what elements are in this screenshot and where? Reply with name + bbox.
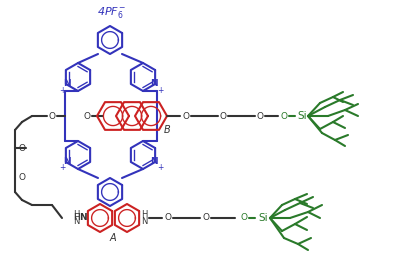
Text: N: N bbox=[63, 156, 71, 166]
Text: 4PF$_6^-$: 4PF$_6^-$ bbox=[97, 4, 127, 19]
Text: O: O bbox=[18, 143, 26, 153]
Text: O: O bbox=[84, 112, 90, 120]
Text: +: + bbox=[59, 85, 65, 95]
Text: O: O bbox=[256, 112, 264, 120]
Text: A: A bbox=[110, 233, 116, 243]
Text: +: + bbox=[157, 163, 163, 172]
Text: O: O bbox=[240, 213, 248, 222]
Text: H
N: H N bbox=[73, 210, 79, 226]
Text: +: + bbox=[157, 85, 163, 95]
Text: N: N bbox=[63, 78, 71, 88]
Text: H: H bbox=[74, 213, 80, 222]
Text: B: B bbox=[164, 125, 170, 135]
Text: O: O bbox=[280, 112, 288, 120]
Text: O: O bbox=[220, 112, 226, 120]
Text: N: N bbox=[79, 213, 87, 222]
Text: O: O bbox=[48, 112, 56, 120]
Text: O: O bbox=[182, 112, 190, 120]
Text: Si: Si bbox=[258, 213, 268, 223]
Text: N: N bbox=[150, 156, 158, 166]
Text: Si: Si bbox=[297, 111, 307, 121]
Text: O: O bbox=[202, 213, 210, 222]
Text: O: O bbox=[164, 213, 172, 222]
Text: O: O bbox=[18, 174, 26, 183]
Text: N: N bbox=[150, 78, 158, 88]
Text: +: + bbox=[59, 163, 65, 172]
Text: H
N: H N bbox=[141, 210, 147, 226]
